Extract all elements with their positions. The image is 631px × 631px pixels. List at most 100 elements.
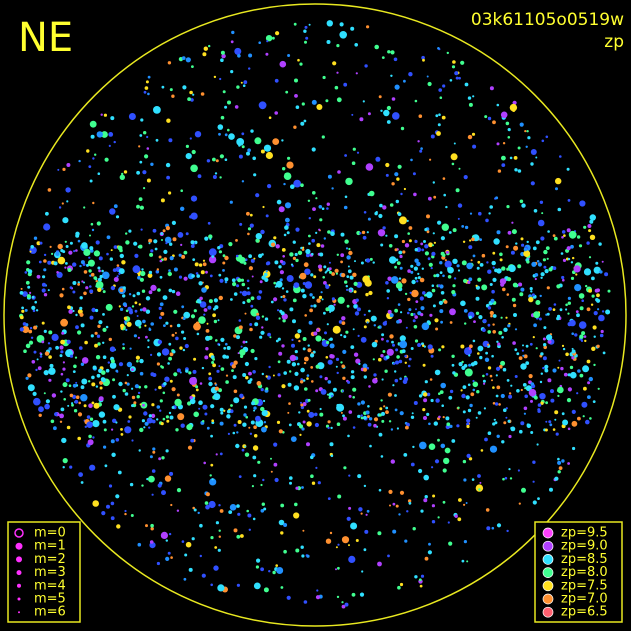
star	[534, 277, 537, 281]
star	[427, 550, 432, 555]
star	[62, 217, 69, 224]
star	[455, 76, 459, 80]
star	[407, 232, 411, 235]
star	[414, 315, 418, 319]
star	[433, 274, 437, 278]
star	[211, 421, 215, 425]
star	[405, 326, 408, 329]
star	[410, 347, 414, 350]
star	[275, 244, 280, 249]
star	[397, 212, 402, 217]
star	[512, 341, 516, 345]
star	[116, 264, 120, 267]
star	[279, 60, 287, 68]
star	[171, 220, 176, 225]
star	[394, 394, 397, 397]
star	[500, 316, 503, 319]
star	[433, 241, 436, 244]
star	[544, 364, 549, 369]
star	[565, 352, 569, 357]
star	[260, 330, 265, 335]
star	[460, 60, 465, 65]
star	[302, 294, 307, 299]
star	[148, 242, 151, 245]
star	[187, 445, 193, 450]
star	[567, 312, 570, 315]
star	[226, 346, 231, 350]
star	[102, 271, 110, 280]
star	[127, 420, 131, 423]
star	[148, 475, 155, 483]
star	[416, 261, 421, 267]
star	[263, 144, 272, 152]
star	[347, 380, 351, 384]
star	[472, 95, 475, 98]
star	[398, 250, 403, 255]
star	[157, 483, 162, 488]
star	[239, 222, 243, 226]
star	[513, 245, 519, 251]
star	[466, 418, 471, 423]
star	[316, 104, 323, 110]
star	[489, 283, 493, 286]
star	[41, 340, 45, 344]
star-field	[19, 20, 611, 609]
star	[124, 392, 129, 396]
star	[329, 337, 333, 341]
star	[537, 497, 540, 500]
star	[147, 92, 150, 96]
star	[365, 513, 368, 516]
star	[248, 53, 253, 58]
star	[108, 132, 114, 137]
star	[350, 375, 355, 380]
star	[399, 254, 403, 259]
star	[293, 512, 300, 519]
star	[460, 389, 463, 392]
star	[150, 523, 154, 528]
star	[75, 381, 78, 384]
star	[130, 309, 133, 312]
star	[205, 504, 210, 510]
star	[570, 261, 574, 264]
star	[533, 323, 537, 328]
star	[289, 252, 294, 257]
star	[492, 251, 496, 255]
star	[445, 205, 448, 209]
star	[410, 312, 414, 317]
star	[555, 432, 559, 436]
star	[542, 366, 545, 370]
star	[248, 426, 251, 429]
star	[169, 324, 173, 328]
star	[492, 277, 497, 282]
star	[518, 282, 523, 287]
star	[180, 189, 183, 192]
star	[236, 284, 240, 288]
star	[193, 322, 201, 331]
star	[552, 234, 556, 238]
star	[535, 240, 540, 245]
star	[383, 405, 386, 408]
star	[208, 234, 213, 239]
star	[320, 389, 327, 395]
star	[214, 305, 219, 310]
star	[390, 459, 395, 464]
star	[255, 315, 261, 320]
star	[228, 133, 235, 140]
star	[118, 362, 124, 367]
star	[211, 361, 215, 364]
star	[200, 92, 205, 96]
star	[467, 383, 471, 387]
star	[467, 408, 472, 413]
star	[146, 135, 149, 139]
star	[311, 238, 316, 243]
star	[225, 342, 228, 346]
star	[168, 288, 173, 293]
star	[407, 311, 410, 315]
star	[27, 373, 32, 378]
star	[431, 504, 435, 508]
star	[55, 251, 60, 256]
star	[407, 499, 412, 503]
star	[492, 330, 497, 334]
star	[331, 272, 335, 276]
star	[97, 287, 102, 292]
